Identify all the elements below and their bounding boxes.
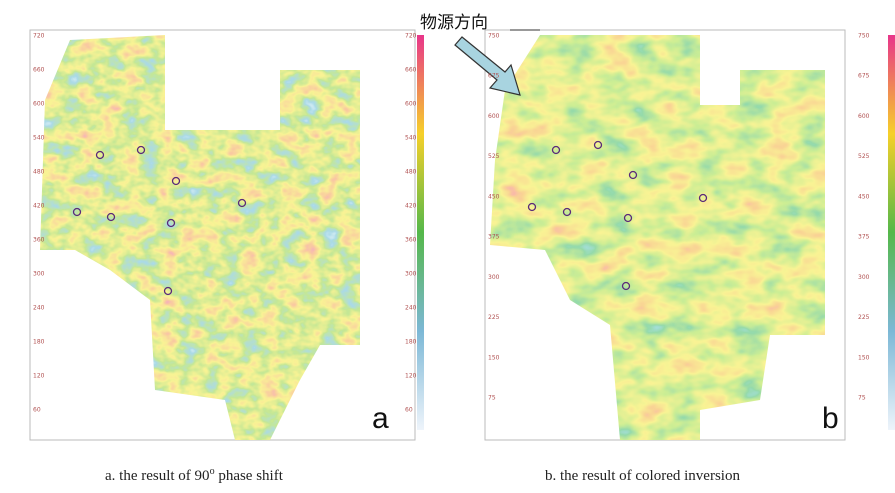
y-tick-label: 375 (858, 234, 870, 241)
y-tick-label: 360 (405, 237, 417, 244)
y-tick-label: 300 (858, 274, 870, 281)
y-tick-label: 120 (405, 373, 417, 380)
panel-label: b (822, 402, 839, 435)
y-tick-label: 660 (33, 67, 45, 74)
colorbar (888, 35, 895, 430)
y-tick-label: 240 (33, 305, 45, 312)
y-tick-label: 750 (858, 33, 870, 40)
y-tick-label: 540 (33, 135, 45, 142)
y-tick-label: 600 (33, 101, 45, 108)
y-tick-label: 525 (858, 153, 870, 160)
y-tick-label: 600 (858, 113, 870, 120)
y-tick-label: 150 (488, 354, 500, 361)
y-tick-label: 525 (488, 153, 500, 160)
y-tick-label: 750 (488, 33, 500, 40)
y-tick-label: 720 (33, 33, 45, 40)
caption: b. the result of colored inversion (545, 468, 740, 484)
y-tick-label: 300 (405, 271, 417, 278)
y-tick-label: 300 (488, 274, 500, 281)
y-tick-label: 360 (33, 237, 45, 244)
y-tick-label: 150 (858, 354, 870, 361)
figure: a b 物源方向 a. the result of 90o phase shif… (0, 0, 895, 493)
y-tick-label: 225 (488, 314, 500, 321)
y-tick-label: 180 (33, 339, 45, 346)
y-tick-label: 375 (488, 234, 500, 241)
caption-text: a. the result of 90 (105, 468, 210, 484)
caption-text: phase shift (215, 468, 284, 484)
y-tick-label: 60 (33, 407, 41, 414)
colorbar (417, 35, 424, 430)
y-tick-label: 225 (858, 314, 870, 321)
y-tick-label: 75 (858, 395, 866, 402)
y-tick-label: 450 (858, 193, 870, 200)
caption: a. the result of 90o phase shift (105, 466, 284, 484)
y-tick-label: 60 (405, 407, 413, 414)
y-tick-label: 300 (33, 271, 45, 278)
panel-label: a (372, 402, 389, 435)
y-tick-label: 120 (33, 373, 45, 380)
y-tick-label: 675 (858, 73, 870, 80)
y-tick-label: 540 (405, 135, 417, 142)
y-tick-label: 675 (488, 73, 500, 80)
y-tick-label: 180 (405, 339, 417, 346)
y-tick-label: 600 (488, 113, 500, 120)
arrow-label: 物源方向 (420, 13, 488, 33)
y-tick-label: 420 (33, 203, 45, 210)
y-tick-label: 720 (405, 33, 417, 40)
y-tick-label: 480 (33, 169, 45, 176)
y-tick-label: 450 (488, 193, 500, 200)
y-tick-label: 480 (405, 169, 417, 176)
y-tick-label: 240 (405, 305, 417, 312)
y-tick-label: 600 (405, 101, 417, 108)
y-tick-label: 660 (405, 67, 417, 74)
y-tick-label: 420 (405, 203, 417, 210)
y-tick-label: 75 (488, 395, 496, 402)
